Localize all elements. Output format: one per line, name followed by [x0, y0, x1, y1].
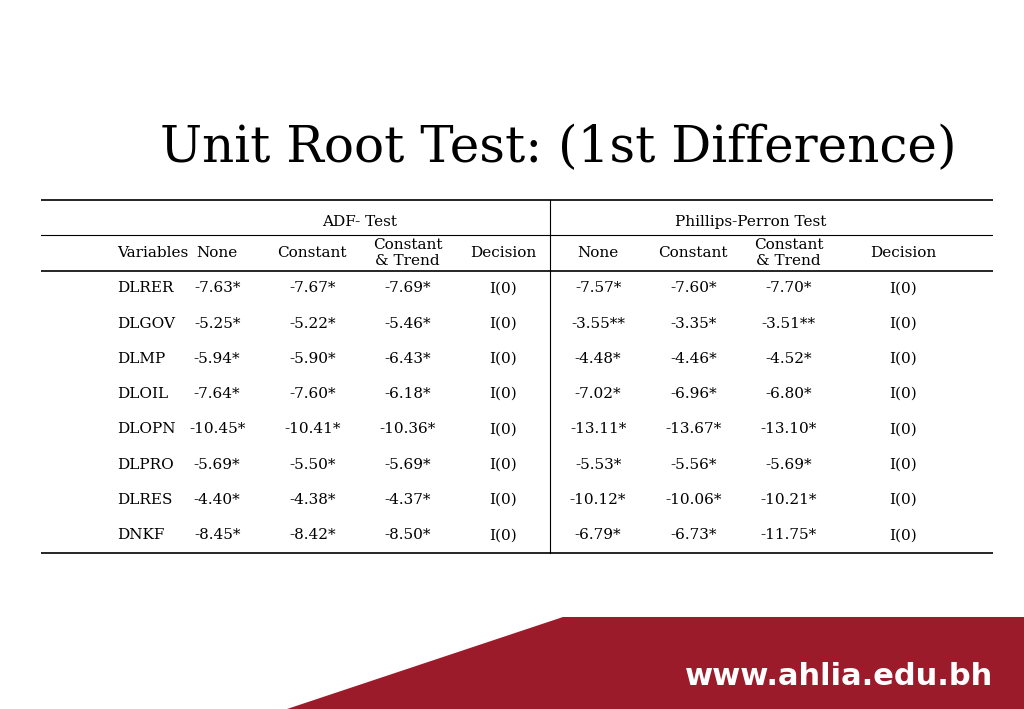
Text: I(0): I(0) — [889, 458, 916, 471]
Text: -6.96*: -6.96* — [670, 387, 717, 401]
Text: -3.55**: -3.55** — [571, 316, 625, 330]
Text: -8.45*: -8.45* — [194, 528, 241, 542]
Text: -7.63*: -7.63* — [194, 281, 241, 295]
Text: -5.53*: -5.53* — [574, 458, 622, 471]
Text: ADF- Test: ADF- Test — [323, 215, 397, 229]
Text: -7.64*: -7.64* — [194, 387, 241, 401]
Text: DLRER: DLRER — [117, 281, 174, 295]
Text: I(0): I(0) — [889, 528, 916, 542]
Text: -7.60*: -7.60* — [670, 281, 717, 295]
Text: Phillips-Perron Test: Phillips-Perron Test — [675, 215, 826, 229]
Text: None: None — [578, 246, 618, 260]
Text: -5.22*: -5.22* — [289, 316, 336, 330]
Text: -5.46*: -5.46* — [384, 316, 431, 330]
Text: I(0): I(0) — [889, 352, 916, 366]
Text: -10.21*: -10.21* — [760, 493, 817, 507]
Text: -10.45*: -10.45* — [189, 423, 246, 437]
Text: I(0): I(0) — [489, 423, 517, 437]
Text: I(0): I(0) — [489, 352, 517, 366]
Text: -6.73*: -6.73* — [670, 528, 717, 542]
Text: -3.51**: -3.51** — [762, 316, 815, 330]
Text: -7.60*: -7.60* — [289, 387, 336, 401]
Text: I(0): I(0) — [489, 281, 517, 295]
Text: Unit Root Test: (1st Difference): Unit Root Test: (1st Difference) — [160, 123, 956, 173]
Text: I(0): I(0) — [889, 493, 916, 507]
Text: I(0): I(0) — [889, 316, 916, 330]
Text: -8.42*: -8.42* — [289, 528, 336, 542]
Text: www.ahlia.edu.bh: www.ahlia.edu.bh — [685, 662, 993, 691]
Text: -10.12*: -10.12* — [569, 493, 627, 507]
Text: -6.79*: -6.79* — [574, 528, 622, 542]
Text: -4.38*: -4.38* — [289, 493, 336, 507]
Text: Constant
& Trend: Constant & Trend — [373, 238, 442, 268]
Text: -7.02*: -7.02* — [574, 387, 622, 401]
Text: -7.70*: -7.70* — [765, 281, 812, 295]
Text: -6.43*: -6.43* — [384, 352, 431, 366]
Text: Decision: Decision — [470, 246, 536, 260]
Polygon shape — [287, 617, 1024, 709]
Text: -10.41*: -10.41* — [284, 423, 341, 437]
Text: -5.69*: -5.69* — [194, 458, 241, 471]
Text: DLOPN: DLOPN — [117, 423, 176, 437]
Text: Constant: Constant — [658, 246, 728, 260]
Text: -10.36*: -10.36* — [380, 423, 436, 437]
Text: -7.57*: -7.57* — [574, 281, 622, 295]
Text: DLOIL: DLOIL — [117, 387, 168, 401]
Text: -6.80*: -6.80* — [765, 387, 812, 401]
Text: DLGOV: DLGOV — [117, 316, 175, 330]
Text: I(0): I(0) — [889, 281, 916, 295]
Text: -4.37*: -4.37* — [384, 493, 431, 507]
Text: -5.25*: -5.25* — [194, 316, 241, 330]
Text: DNKF: DNKF — [117, 528, 165, 542]
Text: -3.35*: -3.35* — [670, 316, 717, 330]
Text: -13.11*: -13.11* — [570, 423, 627, 437]
Text: -5.94*: -5.94* — [194, 352, 241, 366]
Text: I(0): I(0) — [489, 493, 517, 507]
Text: I(0): I(0) — [489, 316, 517, 330]
Text: -7.67*: -7.67* — [289, 281, 336, 295]
Text: -5.90*: -5.90* — [289, 352, 336, 366]
Text: Variables: Variables — [117, 246, 188, 260]
Text: Constant
& Trend: Constant & Trend — [754, 238, 823, 268]
Text: DLPRO: DLPRO — [117, 458, 174, 471]
Text: -5.50*: -5.50* — [289, 458, 336, 471]
Text: I(0): I(0) — [489, 387, 517, 401]
Text: Decision: Decision — [869, 246, 936, 260]
Text: I(0): I(0) — [889, 387, 916, 401]
Text: -13.10*: -13.10* — [761, 423, 817, 437]
Text: -6.18*: -6.18* — [384, 387, 431, 401]
Text: I(0): I(0) — [889, 423, 916, 437]
Text: -4.40*: -4.40* — [194, 493, 241, 507]
Text: DLRES: DLRES — [117, 493, 172, 507]
Text: -4.48*: -4.48* — [574, 352, 622, 366]
Text: DLMP: DLMP — [117, 352, 166, 366]
Text: I(0): I(0) — [489, 458, 517, 471]
Text: -7.69*: -7.69* — [384, 281, 431, 295]
Text: -13.67*: -13.67* — [666, 423, 722, 437]
Text: -5.69*: -5.69* — [384, 458, 431, 471]
Text: -5.56*: -5.56* — [670, 458, 717, 471]
Text: -5.69*: -5.69* — [765, 458, 812, 471]
Text: -8.50*: -8.50* — [384, 528, 431, 542]
Text: -4.52*: -4.52* — [765, 352, 812, 366]
Text: None: None — [197, 246, 238, 260]
Text: -10.06*: -10.06* — [665, 493, 722, 507]
Text: I(0): I(0) — [489, 528, 517, 542]
Text: Constant: Constant — [278, 246, 347, 260]
Text: -4.46*: -4.46* — [670, 352, 717, 366]
Text: -11.75*: -11.75* — [761, 528, 817, 542]
